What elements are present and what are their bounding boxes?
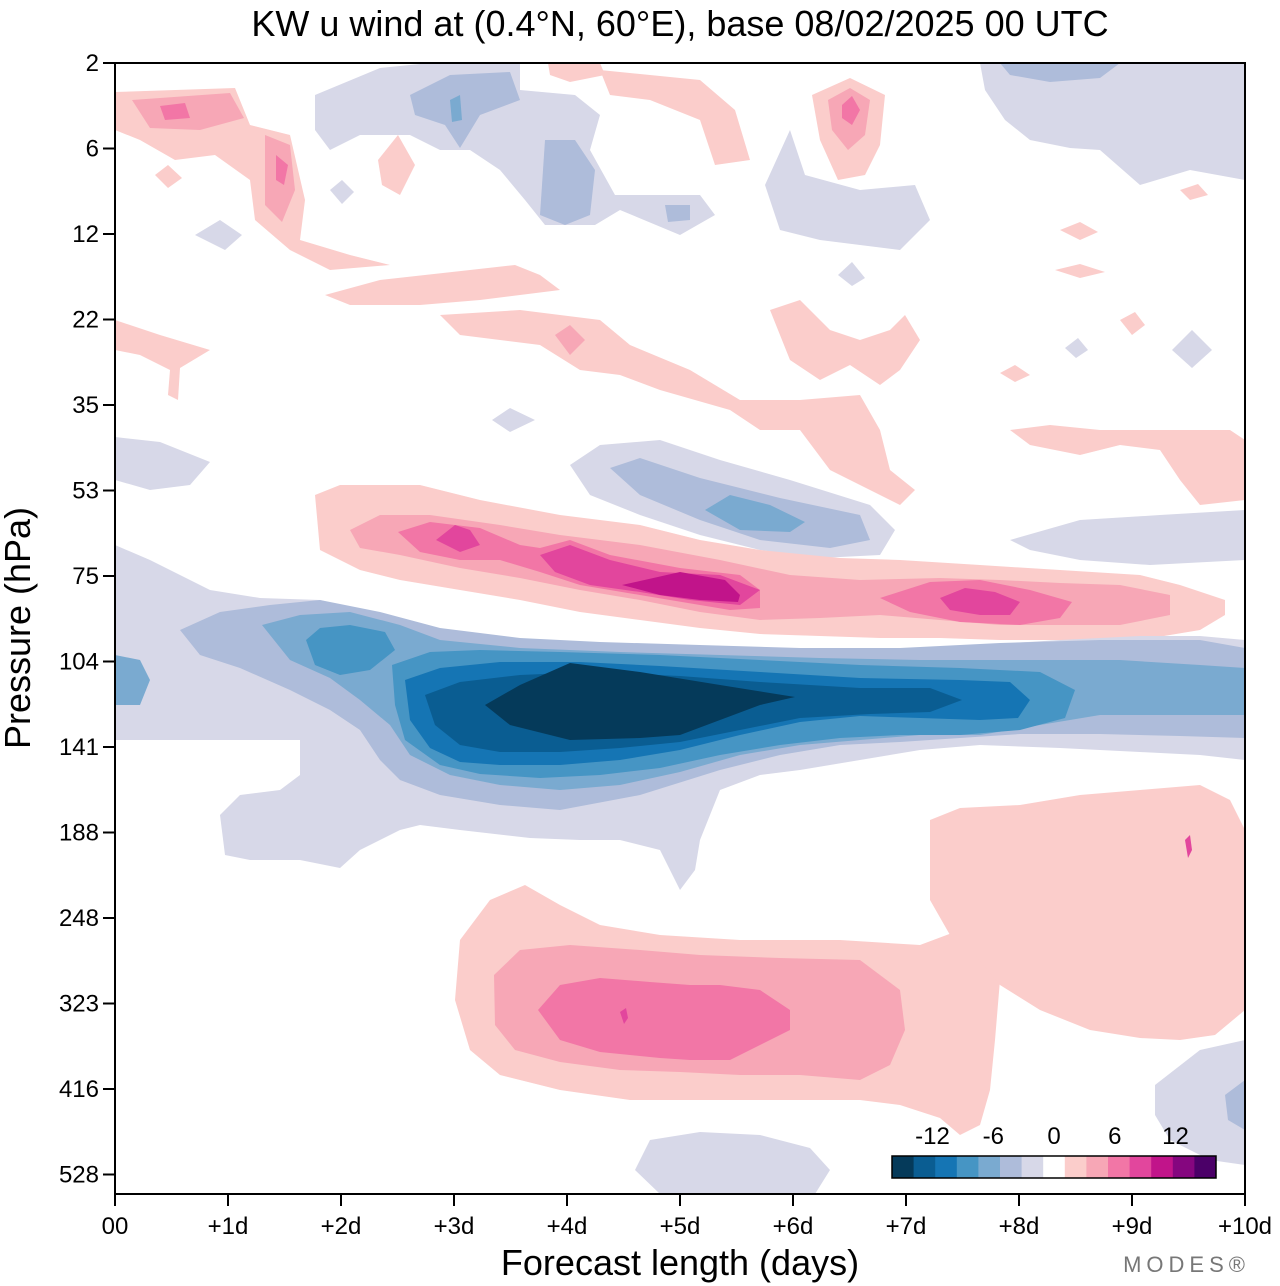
- y-tick-label: 416: [59, 1076, 99, 1103]
- y-tick-label: 104: [59, 649, 99, 676]
- colorbar-label: 12: [1162, 1123, 1189, 1150]
- upper-negative-patches: [195, 63, 715, 250]
- colorbar-label: 6: [1108, 1123, 1121, 1150]
- colorbar-swatch: [1086, 1156, 1109, 1178]
- y-tick-label: 141: [59, 734, 99, 761]
- colorbar-swatch: [978, 1156, 1001, 1178]
- modes-logo: MODES®: [1123, 1252, 1250, 1277]
- positive-band-75hPa: [315, 485, 1225, 640]
- colorbar-swatch: [892, 1156, 915, 1178]
- y-tick-label: 75: [72, 563, 99, 590]
- chart-title: KW u wind at (0.4°N, 60°E), base 08/02/2…: [251, 3, 1108, 44]
- colorbar-swatch: [1194, 1156, 1217, 1178]
- colorbar-label: 0: [1047, 1123, 1060, 1150]
- x-tick-label: +6d: [773, 1213, 814, 1240]
- x-tick-label: +1d: [208, 1213, 249, 1240]
- x-axis-ticks: 00 +1d +2d +3d +4d +5d +6d +7d +8d +9d +10d: [102, 1194, 1272, 1240]
- colorbar-swatch: [1151, 1156, 1174, 1178]
- y-tick-label: 22: [72, 307, 99, 334]
- x-tick-label: +9d: [1112, 1213, 1153, 1240]
- x-tick-label: +7d: [886, 1213, 927, 1240]
- colorbar-swatch: [956, 1156, 979, 1178]
- y-tick-label: 53: [72, 478, 99, 505]
- y-tick-label: 528: [59, 1162, 99, 1189]
- negative-band-115hPa: [115, 545, 1245, 890]
- colorbar-label: -6: [983, 1123, 1004, 1150]
- negative-lobe-70hPa: [570, 440, 895, 558]
- y-tick-label: 323: [59, 991, 99, 1018]
- x-tick-label: +8d: [999, 1213, 1040, 1240]
- y-tick-label: 6: [86, 136, 99, 163]
- colorbar-swatch: [1043, 1156, 1066, 1178]
- contour-field: [115, 63, 1245, 1194]
- colorbar-swatch: [913, 1156, 936, 1178]
- colorbar-swatch: [1129, 1156, 1152, 1178]
- x-tick-label: +5d: [660, 1213, 701, 1240]
- y-axis-label: Pressure (hPa): [0, 507, 38, 749]
- y-tick-label: 12: [72, 221, 99, 248]
- colorbar-swatch: [1172, 1156, 1195, 1178]
- x-tick-label: +10d: [1218, 1213, 1272, 1240]
- colorbar: -12 -6 0 6 12: [891, 1123, 1217, 1179]
- x-tick-label: +4d: [547, 1213, 588, 1240]
- colorbar-swatch: [1108, 1156, 1131, 1178]
- colorbar-swatch: [1064, 1156, 1087, 1178]
- y-tick-label: 188: [59, 820, 99, 847]
- upper-left-positive-patch: [115, 88, 390, 270]
- x-tick-label: 00: [102, 1213, 129, 1240]
- colorbar-frame: [891, 1155, 1217, 1179]
- x-tick-label: +3d: [434, 1213, 475, 1240]
- tropospheric-positive-blob: [455, 785, 1245, 1135]
- y-tick-label: 2: [86, 50, 99, 77]
- colorbar-label: -12: [915, 1123, 950, 1150]
- colorbar-swatch: [1021, 1156, 1044, 1178]
- colorbar-swatch: [1000, 1156, 1023, 1178]
- y-tick-label: 35: [72, 392, 99, 419]
- upper-right-patches: [378, 63, 1245, 368]
- lower-negative-patches: [635, 1040, 1245, 1194]
- x-tick-label: +2d: [321, 1213, 362, 1240]
- mid-strat-positive-band: [115, 265, 1245, 565]
- y-tick-label: 248: [59, 905, 99, 932]
- y-axis-ticks: 2 6 12 22 35 53 75 104 141 188 248 323 416 528: [59, 50, 115, 1189]
- colorbar-swatch: [935, 1156, 958, 1178]
- x-axis-label: Forecast length (days): [501, 1242, 859, 1283]
